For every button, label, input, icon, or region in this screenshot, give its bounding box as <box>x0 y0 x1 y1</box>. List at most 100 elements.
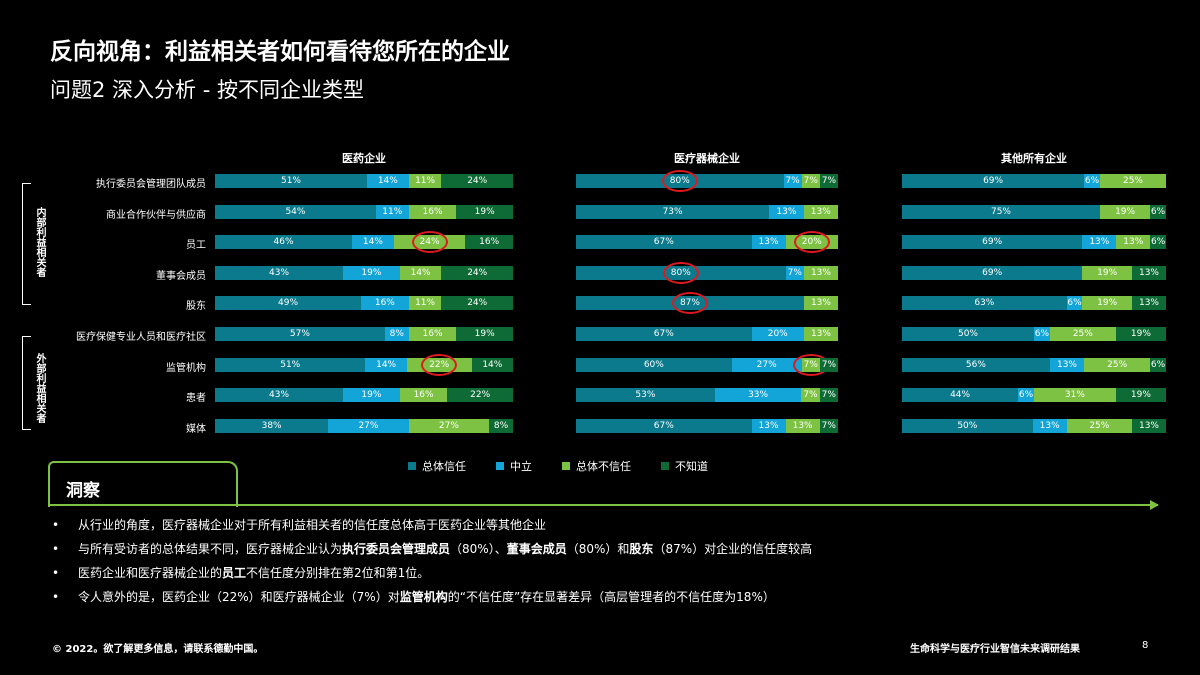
data-label: 13% <box>810 206 831 217</box>
data-label: 7% <box>803 176 818 186</box>
bar-segment-unknown: 7% <box>819 357 838 372</box>
insight-text: 的“不信任度”存在显著差异（高层管理者的不信任度为18%） <box>447 590 775 604</box>
bar-segment-distrust: 20% <box>785 231 838 254</box>
legend-label-neutral: 中立 <box>510 460 532 473</box>
data-label: 25% <box>1122 176 1143 186</box>
bar-segment-unknown: 19% <box>456 327 513 341</box>
data-label: 51% <box>280 359 301 370</box>
insight-text: （87%）对企业的信任度较高 <box>653 542 813 556</box>
bar-segment-neutral: 6% <box>1084 174 1100 188</box>
data-label: 7% <box>787 267 802 278</box>
data-label: 16% <box>422 206 443 217</box>
bar-segment-trust: 87% <box>576 292 804 315</box>
bar-segment-distrust: 25% <box>1099 174 1166 188</box>
category-label: 董事会成员 <box>156 270 206 282</box>
insight-text: （80%）和 <box>566 542 630 556</box>
bar-segment-unknown: 13% <box>1132 265 1166 280</box>
bar-segment-unknown: 7% <box>819 174 838 188</box>
bar-segment-trust: 80% <box>576 170 784 192</box>
insight-item: • 令人意外的是，医药企业（22%）和医疗器械企业（7%）对监管机构的“不信任度”… <box>52 587 812 611</box>
bar-segment-unknown: 16% <box>465 235 513 250</box>
bar-segment-neutral: 33% <box>714 388 802 403</box>
data-label: 11% <box>382 206 403 217</box>
legend-item-trust: 总体信任 <box>408 458 466 474</box>
bar-segment-neutral: 13% <box>1032 418 1067 433</box>
bar-segment-unknown: 19% <box>456 204 513 219</box>
legend-swatch-trust <box>408 462 416 470</box>
data-label: 16% <box>422 329 443 339</box>
bar-segment-distrust: 16% <box>408 327 457 341</box>
category-label: 监管机构 <box>166 362 206 374</box>
category-label: 员工 <box>186 240 206 252</box>
insight-text: 令人意外的是，医药企业（22%）和医疗器械企业（7%）对 <box>78 590 400 604</box>
data-label: 8% <box>389 329 404 339</box>
bar-segment-unknown: 19% <box>1115 327 1166 341</box>
insights-list: • 从行业的角度，医疗器械企业对于所有利益相关者的信任度总体高于医药企业等其他企业… <box>52 515 812 611</box>
stacked-bar: 69% 19% 13% <box>902 265 1166 280</box>
data-label: 13% <box>1138 298 1159 309</box>
bar-segment-unknown: 24% <box>441 174 513 188</box>
bar-segment-trust: 69% <box>902 174 1085 188</box>
data-label: 73% <box>662 206 683 217</box>
bar-segment-distrust: 25% <box>1084 357 1151 372</box>
data-label: 13% <box>758 420 779 431</box>
data-label: 11% <box>415 176 436 186</box>
stacked-bar: 73% 13% 13% <box>576 204 838 219</box>
bar-segment-distrust: 13% <box>785 418 820 433</box>
bar-segment-neutral: 6% <box>1066 296 1083 311</box>
stacked-bar: 44% 6% 31% 19% <box>902 388 1166 403</box>
bar-segment-trust: 54% <box>215 204 376 219</box>
data-label: 57% <box>289 329 310 339</box>
data-label: 6% <box>1084 176 1100 186</box>
data-label: 20% <box>767 329 788 339</box>
data-label: 13% <box>1039 420 1060 431</box>
panel-title: 医疗器械企业 <box>674 152 740 165</box>
legend-label-trust: 总体信任 <box>422 460 466 473</box>
data-label: 24% <box>467 298 488 309</box>
insight-emphasis: 员工 <box>222 566 247 580</box>
stacked-bar: 80% 7% 7% 7% <box>576 170 838 192</box>
bar-segment-unknown: 6% <box>1150 357 1166 372</box>
data-label: 7% <box>785 176 800 186</box>
category-label: 商业合作伙伴与供应商 <box>106 209 206 221</box>
data-label: 13% <box>810 298 831 309</box>
bar-segment-neutral: 16% <box>361 296 409 311</box>
legend-swatch-neutral <box>496 462 504 470</box>
data-label: 6% <box>1018 390 1034 401</box>
stacked-bar: 63% 6% 19% 13% <box>902 296 1166 311</box>
group-label-external: 外部利益相关者 <box>34 353 45 423</box>
footer-copyright: © 2022。欲了解更多信息，请联系德勤中国。 <box>52 644 264 655</box>
data-label: 14% <box>362 237 383 248</box>
insight-emphasis: 执行委员会管理成员 <box>342 542 451 556</box>
bar-segment-distrust: 25% <box>1049 327 1116 341</box>
bar-segment-unknown: 6% <box>1150 235 1166 250</box>
data-label: 16% <box>479 237 500 248</box>
footer-report-name: 生命科学与医疗行业智信未来调研结果 <box>910 644 1080 655</box>
data-label: 13% <box>810 329 831 339</box>
data-label: 6% <box>1150 237 1166 248</box>
insight-text: 不信任度分别排在第2位和第1位。 <box>246 566 430 580</box>
bar-segment-trust: 69% <box>902 235 1083 250</box>
data-label: 19% <box>1130 329 1151 339</box>
bar-segment-neutral: 7% <box>785 265 804 280</box>
bar-segment-distrust: 13% <box>803 204 838 219</box>
data-label: 38% <box>261 420 282 431</box>
category-label: 股东 <box>186 301 206 313</box>
data-label: 13% <box>1138 267 1159 278</box>
stacked-bar: 56% 13% 25% 6% <box>902 357 1166 372</box>
data-label: 13% <box>1056 359 1077 370</box>
data-label: 8% <box>493 420 509 431</box>
data-label: 31% <box>1064 390 1085 401</box>
data-label: 50% <box>957 329 978 339</box>
bar-segment-distrust: 13% <box>1116 235 1151 250</box>
highlight-circle <box>662 261 699 284</box>
insight-emphasis: 股东 <box>629 542 654 556</box>
stacked-bar: 54% 11% 16% 19% <box>215 204 513 219</box>
stacked-bar: 50% 13% 25% 13% <box>902 418 1166 433</box>
bar-segment-trust: 63% <box>902 296 1067 311</box>
data-label: 33% <box>748 390 769 401</box>
highlight-circle <box>793 231 830 254</box>
insight-item: • 医药企业和医疗器械企业的员工不信任度分别排在第2位和第1位。 <box>52 563 812 587</box>
bar-segment-trust: 80% <box>576 261 786 284</box>
data-label: 67% <box>653 420 674 431</box>
